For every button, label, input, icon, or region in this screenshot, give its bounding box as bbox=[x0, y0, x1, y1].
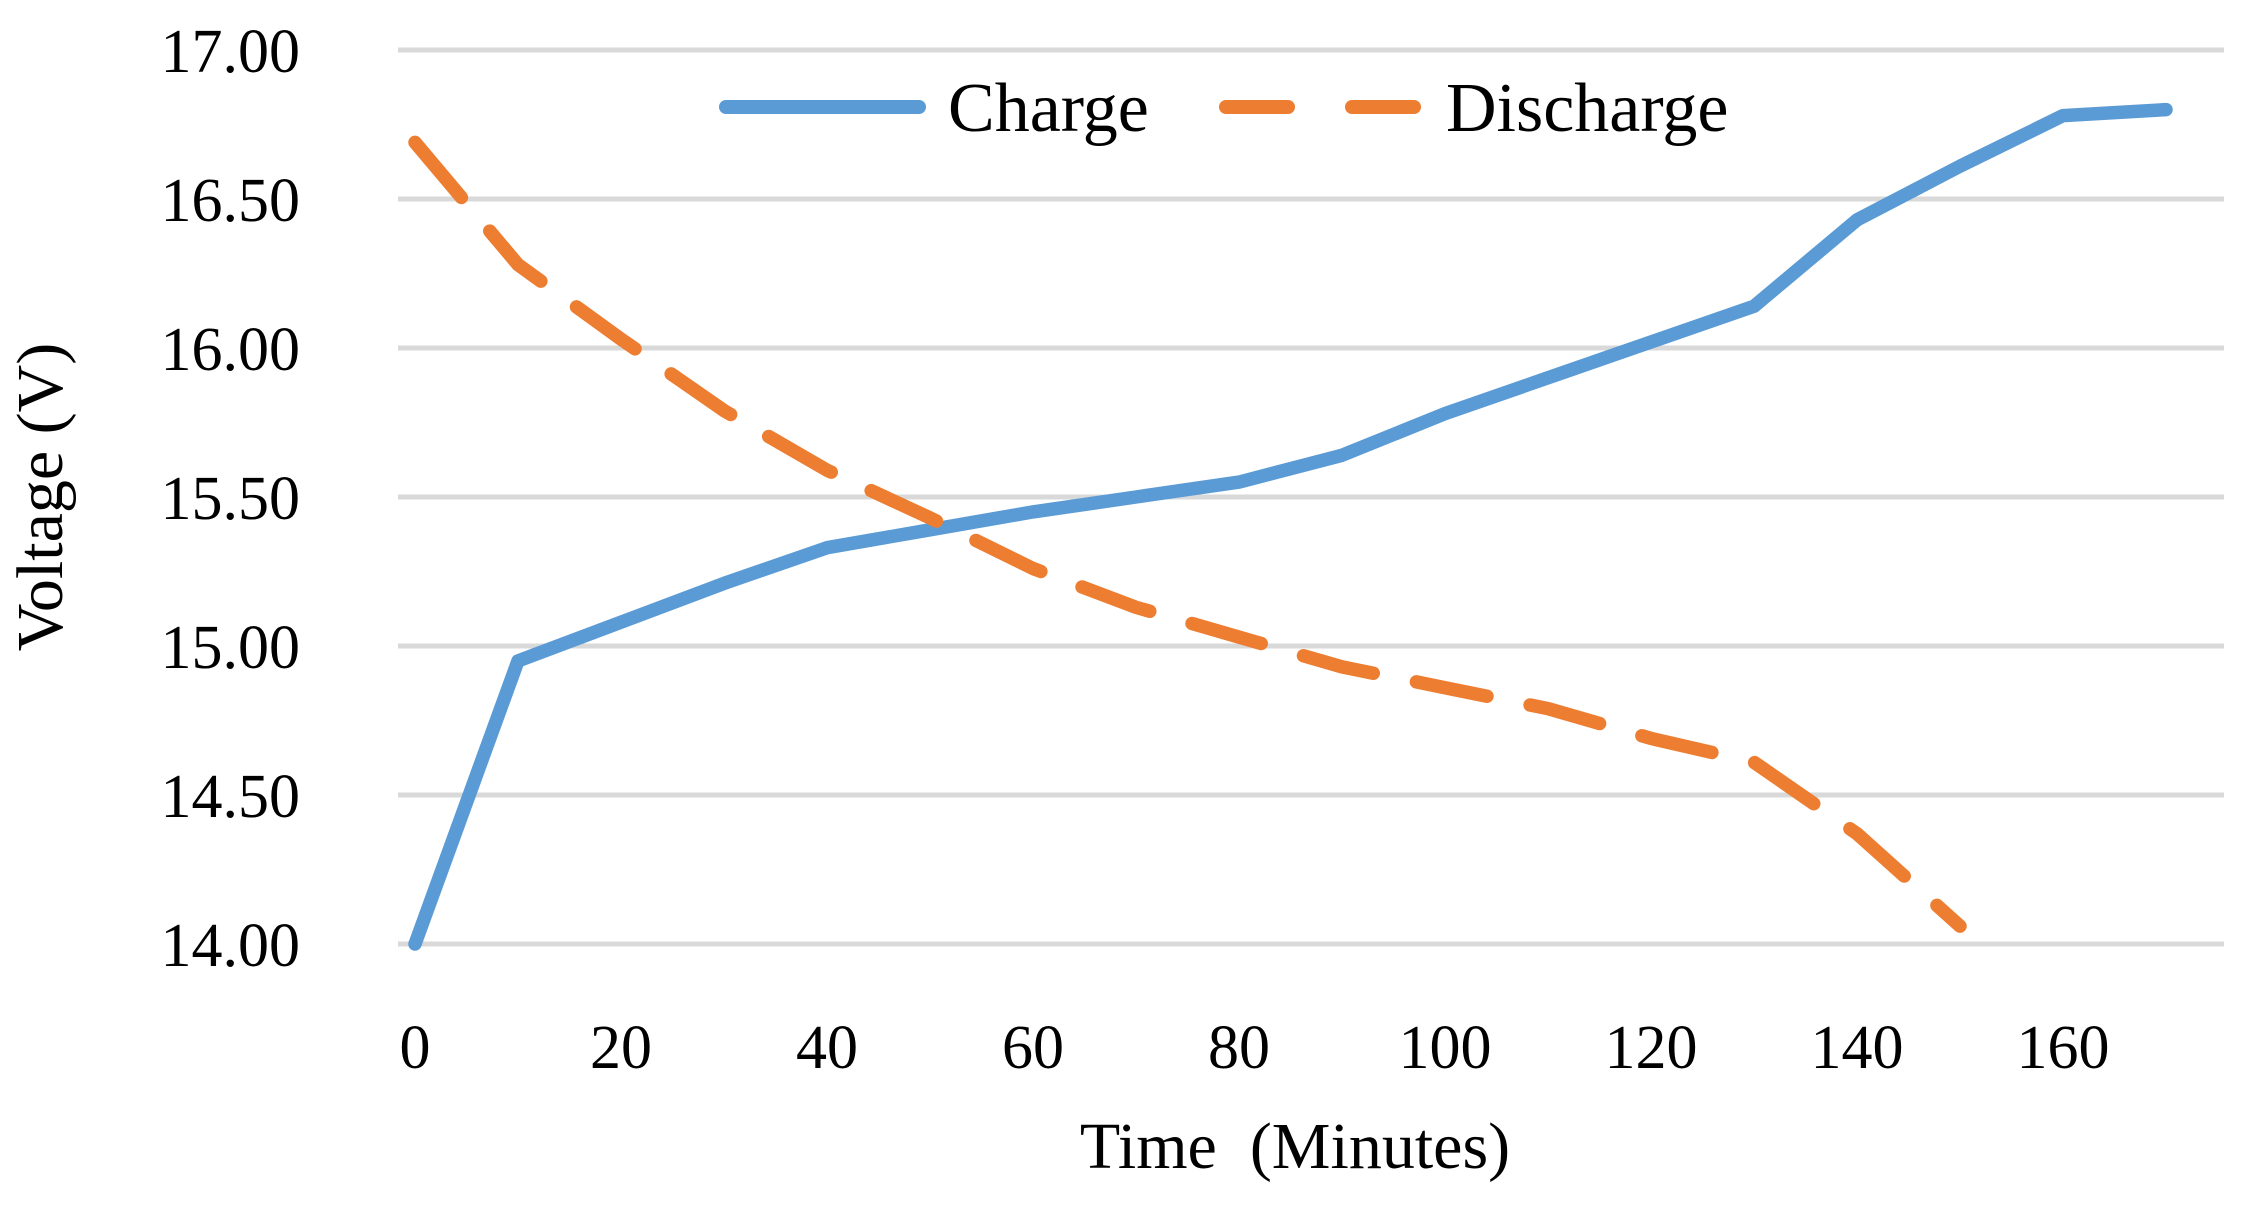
legend-discharge-label: Discharge bbox=[1446, 70, 1729, 147]
y-axis-title: Voltage (V) bbox=[4, 343, 77, 652]
series-lines bbox=[408, 102, 2173, 951]
y-tick-label: 16.50 bbox=[161, 167, 301, 235]
y-tick-label: 14.00 bbox=[161, 912, 301, 980]
x-tick-label: 60 bbox=[1002, 1014, 1064, 1082]
x-axis-tick-labels: 0 20 40 60 80 100 120 140 160 bbox=[400, 1014, 2110, 1082]
x-axis-title: Time (Minutes) bbox=[1080, 1110, 1510, 1183]
x-tick-label: 40 bbox=[796, 1014, 858, 1082]
gridlines bbox=[398, 47, 2224, 947]
y-tick-label: 15.00 bbox=[161, 614, 301, 682]
x-tick-label: 160 bbox=[2017, 1014, 2110, 1082]
x-tick-label: 80 bbox=[1208, 1014, 1270, 1082]
x-tick-label: 120 bbox=[1605, 1014, 1698, 1082]
x-tick-label: 0 bbox=[400, 1014, 431, 1082]
y-tick-label: 15.50 bbox=[161, 465, 301, 533]
charge-line bbox=[408, 102, 2173, 951]
y-tick-label: 14.50 bbox=[161, 763, 301, 831]
x-tick-label: 140 bbox=[1811, 1014, 1904, 1082]
discharge-line bbox=[408, 135, 1967, 933]
legend-charge-label: Charge bbox=[948, 70, 1149, 147]
y-tick-label: 17.00 bbox=[161, 18, 301, 86]
y-tick-label: 16.00 bbox=[161, 316, 301, 384]
y-axis-tick-labels: 17.00 16.50 16.00 15.50 15.00 14.50 14.00 bbox=[161, 18, 301, 980]
x-tick-label: 100 bbox=[1399, 1014, 1492, 1082]
x-tick-label: 20 bbox=[590, 1014, 652, 1082]
legend: Charge Discharge bbox=[719, 70, 1729, 147]
